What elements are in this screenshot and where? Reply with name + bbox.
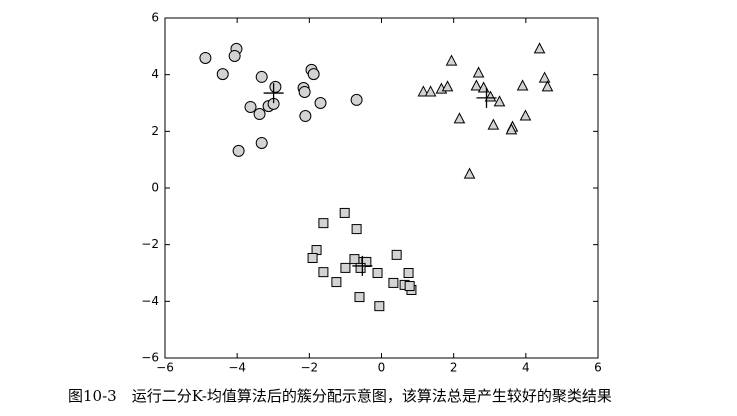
x-tick-label: 6 xyxy=(594,361,602,375)
circle-point xyxy=(255,136,268,149)
circle-point xyxy=(232,144,245,157)
x-tick-label: −6 xyxy=(156,361,174,375)
circle-point xyxy=(307,68,320,81)
triangle-point xyxy=(484,90,497,102)
circle-point xyxy=(298,85,311,98)
square-point xyxy=(318,267,329,278)
centroid xyxy=(352,255,373,276)
y-tick-label: −4 xyxy=(141,294,159,308)
square-point xyxy=(351,224,362,235)
triangle-point xyxy=(470,79,483,91)
circle-point xyxy=(228,49,241,62)
circle-point xyxy=(255,70,268,83)
square-point xyxy=(404,281,415,292)
y-tick-label: 0 xyxy=(151,181,159,195)
square-point xyxy=(318,218,329,229)
caption: 图10-3 运行二分K-均值算法后的簇分配示意图，该算法总是产生较好的聚类结果 xyxy=(68,387,612,405)
triangle-point xyxy=(441,80,454,92)
circle-point xyxy=(216,68,229,81)
triangle-point xyxy=(463,167,476,179)
triangle-point xyxy=(472,66,485,78)
triangle-point xyxy=(541,80,554,92)
square-point xyxy=(339,207,350,218)
x-tick-label: 4 xyxy=(522,361,530,375)
square-point xyxy=(403,268,414,278)
triangle-point xyxy=(533,42,546,54)
square-point xyxy=(374,301,385,312)
triangle-point xyxy=(453,112,466,124)
y-tick-label: −6 xyxy=(141,351,159,365)
triangle-point xyxy=(516,79,529,91)
square-point xyxy=(354,292,365,303)
circle-point xyxy=(350,93,363,106)
y-tick-label: 6 xyxy=(151,11,159,25)
square-point xyxy=(340,262,351,273)
square-point xyxy=(307,252,318,263)
triangle-point xyxy=(538,71,551,83)
y-tick-label: 2 xyxy=(151,124,159,138)
circle-point xyxy=(199,51,212,64)
x-tick-label: −2 xyxy=(300,361,318,375)
triangle-point xyxy=(519,109,532,121)
y-tick-label: −2 xyxy=(141,237,159,251)
square-point xyxy=(391,249,402,260)
triangle-point xyxy=(505,123,518,135)
circle-point xyxy=(269,80,282,93)
circle-point xyxy=(244,100,257,113)
square-point xyxy=(372,268,383,278)
circle-point xyxy=(299,110,312,123)
circle-point xyxy=(314,97,327,109)
triangle-point xyxy=(445,54,458,66)
square-point xyxy=(349,254,360,265)
square-point xyxy=(388,277,399,288)
triangle-point xyxy=(424,85,437,97)
triangle-point xyxy=(417,85,430,97)
circle-point xyxy=(253,108,266,121)
x-tick-label: −4 xyxy=(228,361,246,375)
square-point xyxy=(355,262,366,273)
centroid xyxy=(476,87,497,108)
y-tick-label: 4 xyxy=(151,67,159,81)
x-tick-label: 0 xyxy=(378,361,386,375)
triangle-point xyxy=(493,95,506,107)
x-tick-label: 2 xyxy=(450,361,458,375)
centroid xyxy=(263,83,284,104)
triangle-point xyxy=(487,118,500,130)
square-point xyxy=(331,277,342,288)
